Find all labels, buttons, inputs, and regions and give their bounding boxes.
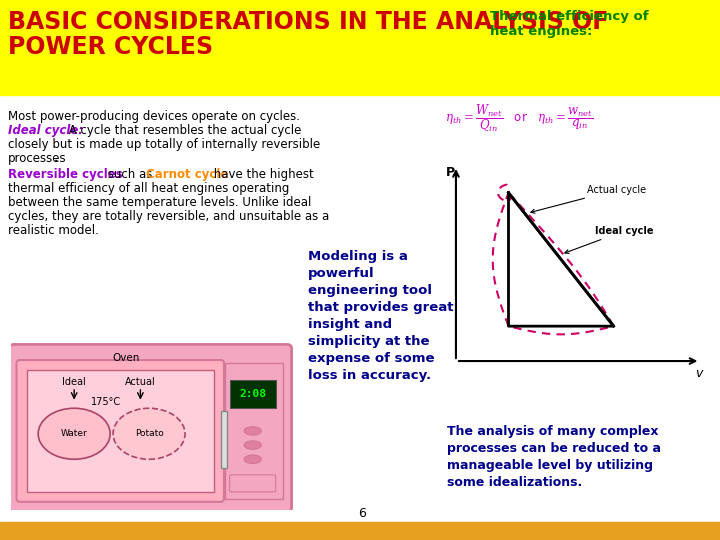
Text: such as: such as xyxy=(104,168,156,181)
Text: Most power-producing devices operate on cycles.: Most power-producing devices operate on … xyxy=(8,110,300,123)
Bar xyxy=(230,380,276,408)
Text: A cycle that resembles the actual cycle: A cycle that resembles the actual cycle xyxy=(65,124,302,137)
Text: Thermal efficiency of: Thermal efficiency of xyxy=(490,10,649,23)
Text: have the highest: have the highest xyxy=(210,168,314,181)
Text: Carnot cycle: Carnot cycle xyxy=(146,168,228,181)
Text: The analysis of many complex
processes can be reduced to a
manageable level by u: The analysis of many complex processes c… xyxy=(447,425,661,489)
Text: 175°C: 175°C xyxy=(91,397,121,407)
Ellipse shape xyxy=(244,455,261,463)
FancyBboxPatch shape xyxy=(17,360,224,502)
Text: Reversible cycles: Reversible cycles xyxy=(8,168,122,181)
Text: 2:08: 2:08 xyxy=(239,389,266,399)
Text: Actual cycle: Actual cycle xyxy=(531,185,647,213)
Ellipse shape xyxy=(38,408,110,459)
Text: P: P xyxy=(446,166,454,179)
Ellipse shape xyxy=(113,408,185,459)
Ellipse shape xyxy=(244,427,261,435)
Text: $\eta_{th} = \dfrac{W_{net}}{Q_{in}}$   or   $\eta_{th} = \dfrac{w_{net}}{q_{in}: $\eta_{th} = \dfrac{W_{net}}{Q_{in}}$ or… xyxy=(445,102,593,134)
Text: cycles, they are totally reversible, and unsuitable as a: cycles, they are totally reversible, and… xyxy=(8,210,329,223)
Text: Ideal cycle:: Ideal cycle: xyxy=(8,124,83,137)
Bar xyxy=(0,0,720,95)
Text: POWER CYCLES: POWER CYCLES xyxy=(8,35,213,59)
Text: between the same temperature levels. Unlike ideal: between the same temperature levels. Unl… xyxy=(8,196,311,209)
Bar xyxy=(221,411,227,468)
Text: Ideal: Ideal xyxy=(63,377,86,387)
Text: Modeling is a
powerful
engineering tool
that provides great
insight and
simplici: Modeling is a powerful engineering tool … xyxy=(308,250,454,382)
Text: thermal efficiency of all heat engines operating: thermal efficiency of all heat engines o… xyxy=(8,182,289,195)
FancyBboxPatch shape xyxy=(230,475,276,492)
Text: Potato: Potato xyxy=(135,429,163,438)
Text: Oven: Oven xyxy=(112,353,140,363)
Text: realistic model.: realistic model. xyxy=(8,224,99,237)
Text: BASIC CONSIDERATIONS IN THE ANALYSIS OF: BASIC CONSIDERATIONS IN THE ANALYSIS OF xyxy=(8,10,608,34)
Bar xyxy=(225,363,283,499)
Bar xyxy=(0,522,720,540)
Text: Actual: Actual xyxy=(125,377,156,387)
Text: Ideal cycle: Ideal cycle xyxy=(564,226,654,253)
FancyBboxPatch shape xyxy=(9,345,292,512)
Text: processes: processes xyxy=(8,152,67,165)
Text: closely but is made up totally of internally reversible: closely but is made up totally of intern… xyxy=(8,138,320,151)
Text: Water: Water xyxy=(60,429,88,438)
Text: 6: 6 xyxy=(358,507,366,520)
Bar xyxy=(27,370,214,492)
Text: .: . xyxy=(54,152,58,165)
Text: v: v xyxy=(696,367,703,380)
Ellipse shape xyxy=(244,441,261,449)
Text: heat engines:: heat engines: xyxy=(490,25,593,38)
